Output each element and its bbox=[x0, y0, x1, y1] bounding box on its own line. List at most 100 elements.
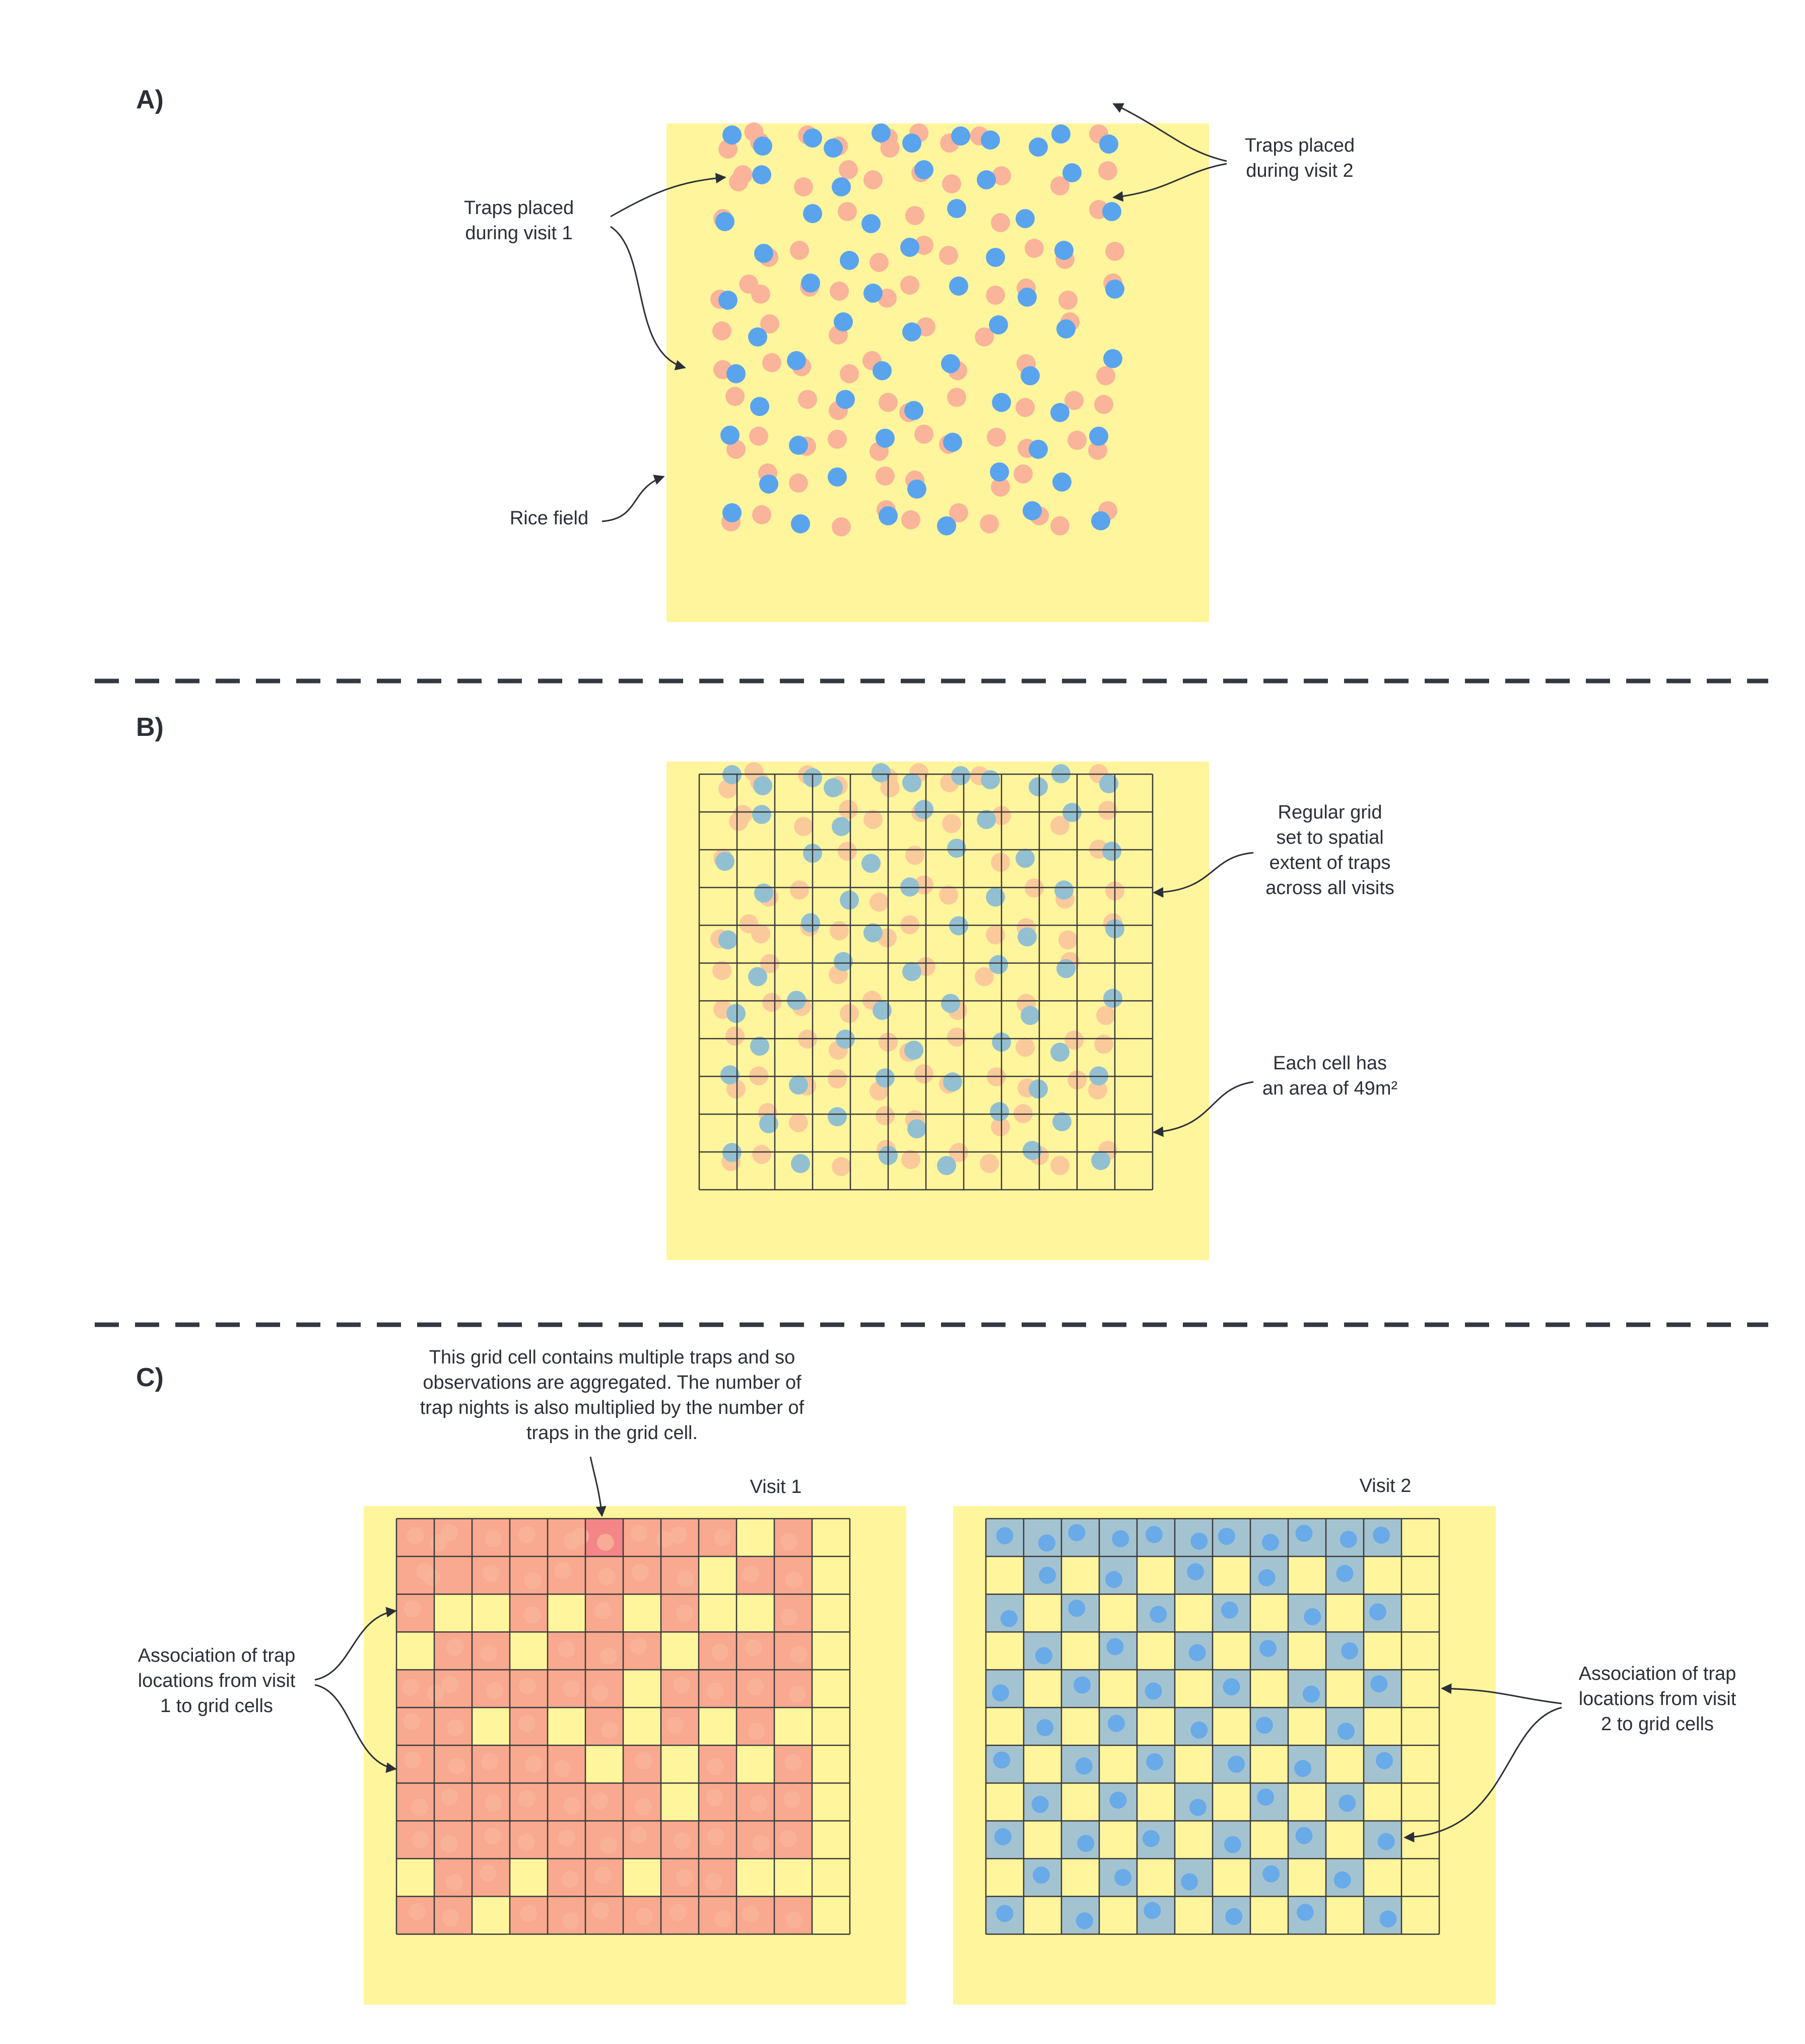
visit1-grid-trap bbox=[785, 1572, 803, 1589]
visit2-trap-marker bbox=[1018, 288, 1037, 307]
visit1-grid-trap bbox=[785, 1912, 803, 1929]
visit2-grid-trap bbox=[1376, 1752, 1393, 1769]
visit1-trap-marker bbox=[914, 425, 933, 444]
visit2-trap-marker bbox=[1021, 1006, 1040, 1025]
visit2-trap-marker bbox=[754, 244, 773, 263]
visit2-grid-trap bbox=[1333, 1871, 1351, 1889]
visit1-grid-trap bbox=[784, 1753, 802, 1771]
visit2-grid-trap bbox=[1031, 1796, 1049, 1813]
visit1-trap-marker bbox=[975, 967, 994, 986]
visit1-grid-trap bbox=[404, 1751, 421, 1769]
visit2-trap-marker bbox=[1052, 472, 1072, 492]
visit1-trap-marker bbox=[838, 842, 857, 861]
visit1-trap-marker bbox=[900, 276, 919, 295]
visit2-trap-marker bbox=[715, 852, 734, 871]
visit1-grid-trap bbox=[635, 1752, 653, 1769]
visit1-trap-marker bbox=[725, 1027, 745, 1046]
visit1-trap-marker bbox=[840, 364, 859, 383]
visit2-trap-marker bbox=[861, 214, 881, 233]
visit1-grid-trap bbox=[747, 1678, 764, 1695]
visit1-grid-trap bbox=[599, 1836, 617, 1854]
visit2-trap-marker bbox=[1029, 1079, 1048, 1099]
visit1-grid-trap bbox=[518, 1790, 536, 1808]
visit2-trap-marker bbox=[748, 967, 767, 986]
visit2-trap-marker bbox=[861, 854, 881, 873]
visit2-trap-marker bbox=[834, 952, 853, 971]
visit2-arrow-top bbox=[1112, 103, 1227, 162]
visit2-trap-marker bbox=[759, 474, 778, 494]
visit1-grid-trap bbox=[486, 1682, 503, 1699]
visit2-grid-trap bbox=[1258, 1569, 1276, 1587]
visit2-trap-marker bbox=[748, 327, 767, 347]
visit1-trap-marker bbox=[1058, 930, 1078, 949]
visit2-trap-marker bbox=[715, 212, 734, 231]
visit1-grid-trap bbox=[558, 1829, 575, 1847]
visit1-grid bbox=[395, 1518, 851, 1935]
visit2-grid-trap bbox=[1294, 1759, 1312, 1777]
visit2-grid-trap bbox=[1340, 1531, 1357, 1548]
visit1-grid-trap bbox=[666, 1717, 684, 1734]
visit2-grid-trap bbox=[1295, 1525, 1313, 1542]
visit2-trap-marker bbox=[949, 277, 968, 296]
visit1-trap-marker bbox=[749, 427, 768, 446]
visit2-grid-trap bbox=[1223, 1678, 1240, 1695]
visit1-trap-marker bbox=[991, 478, 1010, 497]
regular-grid bbox=[698, 773, 1154, 1191]
visit1-grid-trap bbox=[594, 1866, 612, 1884]
visit2-trap-marker bbox=[937, 516, 956, 535]
visit2-trap-marker bbox=[992, 393, 1011, 412]
visit1-grid-trap bbox=[554, 1759, 571, 1777]
visit1-grid-trap bbox=[748, 1723, 765, 1740]
visit2-trap-marker bbox=[1016, 209, 1035, 228]
visit1-trap-marker bbox=[725, 387, 745, 406]
visit2-trap-marker bbox=[990, 1102, 1009, 1121]
assoc-visit1-callout: Association of trap locations from visit… bbox=[116, 1643, 317, 1719]
visit2-trap-marker bbox=[718, 291, 738, 310]
visit2-trap-marker bbox=[840, 891, 859, 910]
visit1-trap-marker bbox=[1016, 398, 1035, 417]
visit1-trap-marker bbox=[914, 1064, 933, 1083]
visit2-trap-marker bbox=[1056, 959, 1076, 978]
visit1-grid-trap bbox=[484, 1827, 502, 1845]
regular-grid-line: set to spatial bbox=[1276, 827, 1384, 848]
visit1-trap-marker bbox=[712, 961, 731, 980]
visit1-trap-marker bbox=[870, 893, 889, 912]
visit2-grid-trap bbox=[1188, 1644, 1206, 1662]
visit2-trap-marker bbox=[1018, 927, 1037, 946]
visit2-arrow-bottom bbox=[1112, 163, 1227, 202]
visit1-grid-trap bbox=[441, 1676, 459, 1693]
visit1-grid-trap bbox=[427, 1685, 444, 1702]
visit1-grid-trap bbox=[676, 1604, 694, 1622]
visit2-trap-marker bbox=[1021, 366, 1040, 385]
visit1-trap-marker bbox=[901, 1150, 920, 1169]
visit2-trap-marker bbox=[1023, 1141, 1042, 1160]
visit1-trap-marker bbox=[790, 241, 809, 260]
assoc-visit1-arrow-bottom bbox=[314, 1684, 397, 1773]
assoc-visit1-line: 1 to grid cells bbox=[160, 1695, 273, 1717]
visit1-grid-trap bbox=[780, 1533, 798, 1550]
visit1-trap-marker bbox=[905, 206, 924, 225]
visit1-grid-trap bbox=[706, 1789, 723, 1807]
visit1-grid-trap bbox=[440, 1835, 458, 1853]
occupied-grid-cell bbox=[434, 1556, 472, 1594]
aggregation-line: observations are aggregated. The number … bbox=[423, 1372, 801, 1393]
visit2-trap-marker bbox=[1029, 440, 1048, 459]
visit2-trap-marker bbox=[1029, 138, 1048, 157]
visit1-trap-marker bbox=[986, 925, 1005, 944]
visit2-trap-marker bbox=[828, 467, 847, 487]
visit2-trap-marker bbox=[863, 923, 883, 942]
visit1-trap-marker bbox=[986, 286, 1005, 305]
visit1-arrow-top bbox=[610, 173, 726, 218]
visit1-grid-trap bbox=[711, 1643, 729, 1661]
visit1-trap-marker bbox=[876, 1106, 895, 1125]
visit2-trap-marker bbox=[914, 800, 933, 819]
visit2-trap-marker bbox=[824, 139, 843, 158]
visit1-trap-marker bbox=[942, 814, 961, 833]
visit1-grid-trap bbox=[407, 1527, 424, 1544]
visit1-traps-callout: Traps placed during visit 1 bbox=[433, 195, 605, 246]
visit2-trap-marker bbox=[872, 763, 891, 782]
visit1-trap-marker bbox=[752, 505, 771, 524]
visit1-grid-trap bbox=[592, 1901, 610, 1919]
visit1-grid-trap bbox=[482, 1564, 500, 1582]
